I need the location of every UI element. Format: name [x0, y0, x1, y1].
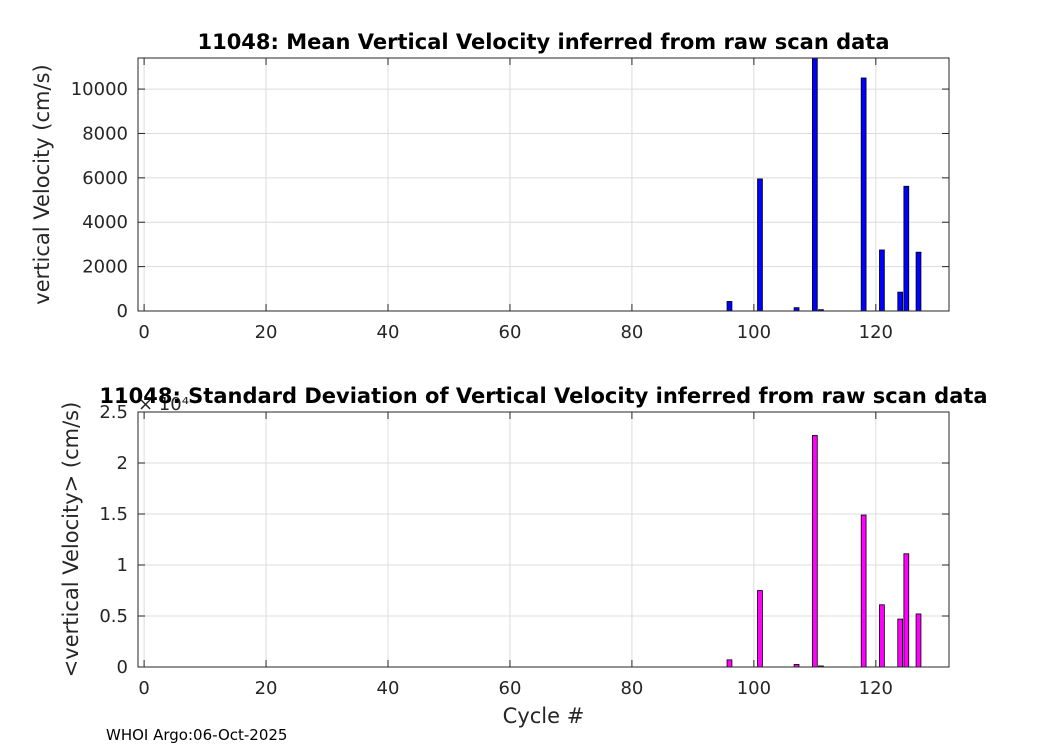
plot-area: [138, 58, 949, 311]
x-tick-label: 120: [859, 322, 893, 343]
std-velocity-chart: 0 20 40 60 80 100 120 0 0.5 1 1.5 2 2.5 × 10⁴ <vertica…: [59, 384, 988, 728]
axes-box: [137, 57, 950, 312]
x-tick-label: 0: [138, 678, 149, 699]
y-axis-label: <vertical Velocity> (cm/s): [59, 402, 83, 678]
y-tick-label: 0.5: [99, 606, 128, 627]
bar: [812, 57, 818, 312]
y-tick-label: 1: [117, 555, 128, 576]
y-axis-label: vertical Velocity (cm/s): [30, 64, 54, 304]
bar: [879, 249, 885, 312]
bar: [860, 77, 867, 312]
x-tick-label: 80: [620, 322, 643, 343]
bar: [915, 613, 922, 668]
x-axis-label: Cycle #: [503, 704, 585, 728]
plot-area: [138, 412, 949, 667]
x-tick-label: 60: [499, 678, 522, 699]
bar: [726, 301, 733, 312]
bar: [915, 251, 922, 312]
bar: [757, 590, 763, 668]
bar: [812, 435, 818, 668]
y-tick-label: 8000: [82, 123, 128, 144]
x-tick-label: 20: [255, 678, 278, 699]
x-tick-label: 40: [377, 678, 400, 699]
y-tick-label: 4000: [82, 212, 128, 233]
footer-credit: WHOI Argo:06-Oct-2025: [106, 726, 288, 744]
y-tick-label: 2: [117, 453, 128, 474]
y-tick-label: 2000: [82, 257, 128, 278]
chart-title: 11048: Standard Deviation of Vertical Ve…: [99, 384, 987, 408]
y-tick-label: 0: [117, 301, 128, 322]
x-tick-label: 100: [737, 678, 771, 699]
x-tick-label: 80: [620, 678, 643, 699]
x-tick-label: 60: [499, 322, 522, 343]
bar: [897, 291, 904, 312]
x-tick-label: 0: [138, 322, 149, 343]
y-tick-label: 6000: [82, 168, 128, 189]
bar: [903, 553, 910, 668]
x-tick-label: 120: [859, 678, 893, 699]
bar: [879, 604, 885, 668]
bar: [860, 514, 867, 668]
y-tick-label: 2.5: [99, 402, 128, 423]
y-tick-label: 1.5: [99, 504, 128, 525]
x-tick-label: 100: [737, 322, 771, 343]
axes-box: [137, 411, 950, 668]
mean-velocity-chart: 0 20 40 60 80 100 120 0 2000 4000 6000 8000 10000 ver…: [30, 30, 950, 343]
x-tick-label: 20: [255, 322, 278, 343]
x-tick-label: 40: [377, 322, 400, 343]
bar: [903, 185, 910, 312]
y-tick-label: 0: [117, 657, 128, 678]
bar: [726, 659, 733, 668]
chart-title: 11048: Mean Vertical Velocity inferred f…: [197, 30, 889, 54]
bar: [897, 618, 904, 668]
y-tick-label: 10000: [71, 79, 128, 100]
y-exponent-label: × 10⁴: [138, 394, 189, 415]
bar: [757, 178, 763, 312]
